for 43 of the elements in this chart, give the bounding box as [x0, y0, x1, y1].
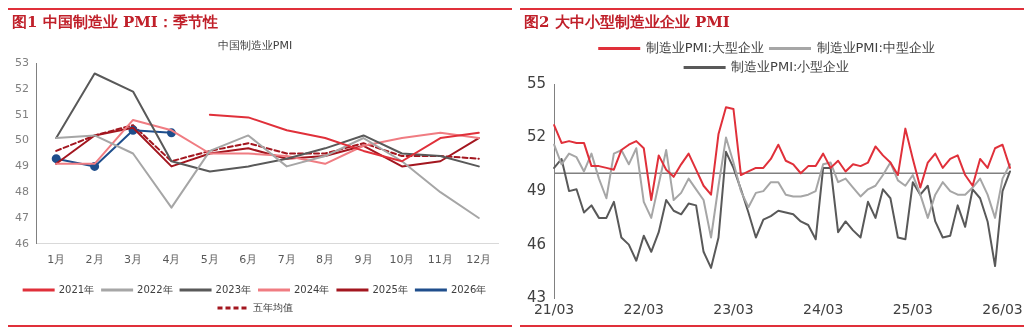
legend-label: 五年均值: [252, 301, 293, 313]
y-tick-label: 49: [526, 180, 547, 199]
y-tick-label: 55: [526, 73, 547, 92]
x-tick-label: 1月: [47, 253, 66, 267]
x-tick-label: 4月: [162, 253, 181, 267]
legend-label: 2023年: [215, 283, 251, 295]
y-tick-label: 51: [15, 107, 29, 121]
point: [51, 154, 61, 164]
legend-label: 2025年: [372, 283, 408, 295]
legend-label: 2024年: [294, 283, 330, 295]
x-tick-label: 8月: [316, 253, 335, 267]
x-tick-label: 2月: [85, 253, 104, 267]
x-tick-label: 23/03: [713, 301, 754, 318]
legend-label: 制造业PMI:小型企业: [731, 58, 850, 74]
x-tick-label: 7月: [277, 253, 296, 267]
x-tick-label: 3月: [124, 253, 143, 267]
y-tick-label: 53: [15, 56, 29, 70]
chart-title: 图1 中国制造业 PMI：季节性: [11, 12, 219, 33]
x-tick-label: 24/03: [802, 301, 844, 318]
chart-title: 图2 大中小型制造业企业 PMI: [523, 12, 731, 33]
y-tick-label: 52: [526, 127, 547, 146]
y-tick-label: 48: [15, 185, 29, 199]
chart-subtitle: 中国制造业PMI: [217, 39, 293, 53]
y-tick-label: 46: [526, 234, 547, 253]
x-tick-label: 10月: [389, 253, 415, 267]
legend-label: 2026年: [450, 283, 487, 295]
x-tick-label: 11月: [427, 253, 453, 267]
legend-label: 2021年: [58, 283, 95, 295]
x-tick-label: 5月: [200, 253, 219, 267]
y-tick-label: 50: [15, 133, 29, 147]
y-tick-label: 49: [15, 159, 29, 173]
x-tick-label: 25/03: [892, 301, 934, 318]
x-tick-label: 12月: [466, 253, 492, 267]
y-tick-label: 47: [15, 210, 29, 224]
x-tick-label: 22/03: [623, 301, 664, 318]
y-tick-label: 52: [15, 81, 29, 95]
x-tick-label: 26/03: [982, 301, 1023, 318]
y-tick-label: 46: [15, 236, 29, 250]
legend-label: 制造业PMI:大型企业: [645, 39, 765, 55]
legend-label: 制造业PMI:中型企业: [816, 39, 935, 55]
x-tick-label: 6月: [239, 253, 258, 267]
legend-label: 2022年: [137, 283, 173, 295]
x-tick-label: 9月: [354, 253, 373, 267]
